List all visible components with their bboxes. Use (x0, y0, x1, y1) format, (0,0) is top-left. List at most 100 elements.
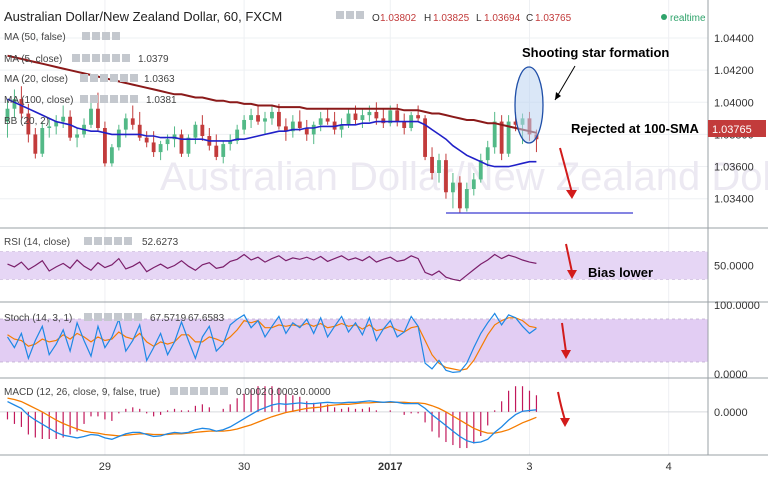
red-arrow-stoch (561, 322, 571, 359)
stoch-k-line (6, 312, 537, 374)
candle-body (40, 128, 45, 154)
red-arrow-rsi (565, 243, 577, 279)
candle-body (430, 156, 434, 173)
candle-body (492, 121, 497, 148)
ohlc-low-value: 1.03694 (484, 13, 521, 24)
stoch-tick-top: 100.0000 (714, 300, 760, 312)
macd-signal-line (7, 397, 537, 437)
candle-body (235, 129, 240, 141)
candle-body (297, 121, 302, 128)
time-tick-label: 2017 (378, 461, 402, 473)
legend-macd-value: 0.0003 (268, 387, 299, 398)
candle-body (158, 144, 163, 153)
legend-sma50-buttons[interactable] (82, 32, 120, 40)
candle-body (256, 115, 260, 122)
realtime-label: realtime (670, 13, 706, 24)
legend-ma20-value: 1.0363 (144, 74, 175, 85)
annotation-bias-lower: Bias lower (588, 265, 653, 280)
candle-body (346, 113, 351, 125)
candle-body (186, 137, 191, 154)
price-axis-background (708, 0, 768, 478)
legend-rsi-buttons[interactable] (84, 237, 132, 245)
candle-body (339, 124, 344, 130)
legend-macd-hist: 0.0002 (236, 387, 267, 398)
candle-body (137, 124, 142, 138)
candle-body (513, 121, 518, 125)
legend-sma50[interactable]: MA (50, false) (4, 32, 66, 43)
candle-body (33, 134, 38, 154)
legend-stoch-d: 67.6583 (188, 313, 225, 324)
rsi-band (0, 251, 708, 280)
candle-body (61, 116, 66, 122)
annotation-shooting-star: Shooting star formation (522, 45, 669, 60)
candle-body (228, 140, 233, 145)
candle-body (68, 116, 73, 138)
legend-bb[interactable]: BB (20, 2) (4, 116, 49, 127)
candle-body (464, 189, 469, 209)
candle-body (277, 111, 281, 127)
price-tick-label: 1.04000 (714, 97, 754, 109)
candle-body (506, 121, 511, 154)
legend-macd-signal: 0.0000 (300, 387, 331, 398)
candle-body (89, 108, 93, 125)
candle-body (437, 160, 441, 173)
candle-body (318, 118, 323, 125)
candle-body (485, 147, 490, 161)
red-arrow-macd (557, 391, 570, 427)
price-tick-label: 1.03400 (714, 194, 754, 206)
ohlc-open-label: O (372, 13, 380, 24)
time-tick-label: 4 (666, 461, 672, 473)
legend-macd-buttons[interactable] (170, 387, 228, 395)
candle-body (311, 124, 316, 135)
legend-rsi[interactable]: RSI (14, close) (4, 237, 70, 248)
legend-ma100-value: 1.0381 (146, 95, 177, 106)
candle-body (283, 126, 288, 132)
candle-body (388, 110, 393, 124)
candle-body (151, 142, 156, 153)
legend-ma20-buttons[interactable] (80, 74, 138, 82)
candle-body (96, 108, 100, 128)
legend-macd[interactable]: MACD (12, 26, close, 9, false, true) (4, 387, 160, 398)
legend-stoch[interactable]: Stoch (14, 3, 1) (4, 313, 72, 324)
ohlc-open-value: 1.03802 (380, 13, 417, 24)
ma20-line (7, 98, 537, 168)
realtime-dot-icon (661, 14, 667, 20)
legend-stoch-buttons[interactable] (84, 313, 142, 321)
annotation-pointer-head (555, 92, 561, 100)
ohlc-high-label: H (424, 13, 431, 24)
candle-body (444, 160, 448, 193)
legend-ma100[interactable]: MA (100, close) (4, 95, 73, 106)
legend-ma20[interactable]: MA (20, close) (4, 74, 68, 85)
stoch-tick-bottom: 0.0000 (714, 369, 748, 381)
candle-body (179, 134, 184, 154)
candle-body (123, 118, 128, 130)
candle-body (75, 134, 79, 138)
legend-ma100-buttons[interactable] (80, 95, 138, 103)
shooting-star-ellipse[interactable] (514, 66, 544, 144)
chart-title: Australian Dollar/New Zealand Dollar, 60… (4, 9, 282, 24)
macd-tick-label: 0.0000 (714, 407, 748, 419)
time-tick-label: 3 (526, 461, 532, 473)
macd-line (7, 400, 537, 444)
candle-body (499, 121, 504, 154)
last-price-badge (708, 120, 766, 137)
candle-body (353, 113, 358, 120)
candle-body (290, 121, 295, 132)
legend-ma5[interactable]: MA (5, close) (4, 54, 62, 65)
candle-body (478, 160, 483, 180)
candle-body (304, 128, 309, 135)
candle-body (395, 110, 400, 122)
annotation-rejected: Rejected at 100-SMA (571, 121, 699, 136)
candle-body (423, 118, 427, 157)
candle-body (381, 118, 386, 124)
rsi-line (7, 253, 537, 282)
red-arrow-price (559, 147, 577, 199)
legend-ma5-buttons[interactable] (72, 54, 130, 62)
candle-body (325, 118, 330, 122)
legend-stoch-k: 67.5719 (150, 313, 187, 324)
candle-body (263, 118, 267, 122)
header-toolbar[interactable] (336, 11, 364, 19)
candle-body (214, 145, 219, 157)
legend-rsi-value: 52.6273 (142, 237, 179, 248)
